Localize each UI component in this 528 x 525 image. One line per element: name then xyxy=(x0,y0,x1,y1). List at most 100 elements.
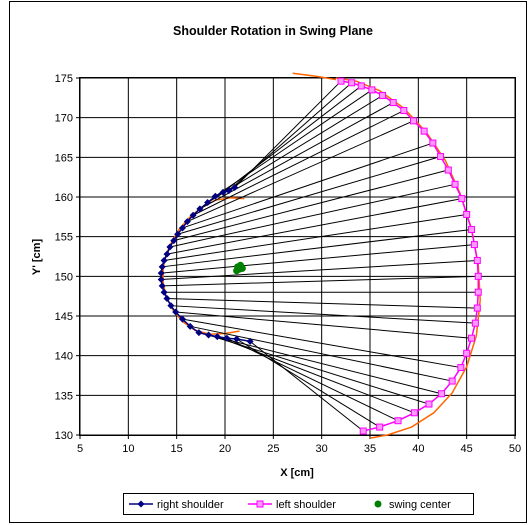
legend-box xyxy=(123,493,474,515)
right-shoulder-point xyxy=(189,211,197,219)
connector-line xyxy=(187,120,414,223)
left-shoulder-point xyxy=(337,77,345,85)
x-tick-label: 30 xyxy=(316,443,328,455)
connector-line xyxy=(177,156,441,235)
x-tick-label: 50 xyxy=(509,443,521,455)
y-tick-label: 175 xyxy=(55,73,73,85)
right-shoulder-point xyxy=(231,183,239,191)
plot-area xyxy=(79,77,516,436)
connector-line xyxy=(166,198,462,255)
left-shoulder-point xyxy=(394,417,402,425)
left-shoulder-point xyxy=(470,241,478,249)
y-tick-label: 165 xyxy=(55,152,73,164)
right-shoulder-point xyxy=(157,276,165,284)
left-shoulder-point xyxy=(468,226,475,234)
left-shoulder-point xyxy=(474,288,482,296)
connector-line xyxy=(215,89,373,197)
connector-line xyxy=(207,95,383,203)
connector-line xyxy=(199,102,394,210)
y-axis-label: Y' [cm] xyxy=(31,239,43,276)
left-shoulder-point xyxy=(471,319,479,327)
left-shoulder-point xyxy=(437,153,445,161)
x-tick-label: 10 xyxy=(122,443,134,455)
y-tick-label: 135 xyxy=(55,390,73,402)
right-shoulder-point xyxy=(223,334,231,342)
left-shoulder-point xyxy=(438,390,446,398)
connector-line xyxy=(164,213,467,261)
connector-line xyxy=(192,110,405,216)
right-shoulder-point xyxy=(158,263,166,271)
left-shoulder-point xyxy=(444,166,452,174)
connector-line xyxy=(170,305,476,324)
y-tick-label: 140 xyxy=(55,351,73,363)
x-tick-label: 25 xyxy=(267,443,279,455)
left-shoulder-point xyxy=(425,400,433,408)
legend-marker-right-shoulder xyxy=(137,500,145,508)
right-shoulder-point xyxy=(186,322,194,330)
right-shoulder-point xyxy=(172,308,180,316)
right-shoulder-point xyxy=(170,237,178,245)
left-shoulder-point xyxy=(468,334,475,342)
legend: right shoulder left shoulder swing cente… xyxy=(123,493,474,515)
right-shoulder-point xyxy=(158,282,166,290)
x-tick-label: 40 xyxy=(412,443,424,455)
series-swing-center xyxy=(233,261,246,275)
connector-line xyxy=(162,229,472,268)
right-shoulder-point xyxy=(157,269,165,277)
y-tick-label: 155 xyxy=(55,232,73,244)
y-tick-label: 150 xyxy=(55,271,73,283)
x-tick-label: 15 xyxy=(171,443,183,455)
right-shoulder-point xyxy=(167,302,175,310)
left-shoulder-point xyxy=(473,304,481,312)
right-shoulder-point xyxy=(233,335,241,343)
right-shoulder-point xyxy=(163,250,171,258)
connector-line xyxy=(161,259,478,281)
legend-marker-left-shoulder xyxy=(256,500,264,508)
connector-line xyxy=(236,338,380,428)
right-shoulder-point xyxy=(246,337,254,345)
left-shoulder-point xyxy=(429,139,437,147)
left-shoulder-point xyxy=(368,86,376,94)
left-shoulder-point xyxy=(400,107,408,115)
right-shoulder-point xyxy=(196,205,204,213)
swing-center-point xyxy=(236,261,244,269)
right-shoulder-point xyxy=(178,315,186,323)
connector-line xyxy=(226,337,399,422)
y-tick-label: 160 xyxy=(55,192,73,204)
left-shoulder-point xyxy=(458,195,466,203)
left-shoulder-point xyxy=(389,99,397,107)
connector-line xyxy=(182,318,461,369)
x-tick-labels: 5 10 15 20 25 30 35 40 45 50 xyxy=(77,443,521,455)
left-shoulder-point xyxy=(463,210,471,218)
x-tick-label: 5 xyxy=(77,443,83,455)
chart-title: Shoulder Rotation in Swing Plane xyxy=(173,24,373,38)
left-shoulder-point xyxy=(457,364,465,372)
right-shoulder-point xyxy=(160,288,168,296)
series-right-shoulder xyxy=(157,183,254,345)
left-shoulder-point xyxy=(474,272,482,280)
x-axis-label: X [cm] xyxy=(280,467,314,479)
left-shoulder-point xyxy=(448,377,456,385)
left-shoulder-point xyxy=(420,127,428,135)
right-shoulder-point xyxy=(225,187,233,195)
y-tick-label: 170 xyxy=(55,113,73,125)
right-shoulder-point xyxy=(213,333,221,341)
left-shoulder-point xyxy=(359,427,367,435)
right-shoulder-point xyxy=(163,295,171,303)
connector-line xyxy=(166,298,478,309)
left-shoulder-point xyxy=(348,79,356,87)
right-shoulder-point xyxy=(174,230,182,238)
left-shoulder-point xyxy=(463,349,471,357)
x-tick-label: 35 xyxy=(364,443,376,455)
connector-line xyxy=(249,340,364,432)
right-shoulder-point xyxy=(166,243,174,251)
legend-label-right-shoulder: right shoulder xyxy=(157,499,224,511)
left-shoulder-point xyxy=(376,423,384,431)
x-tick-label: 20 xyxy=(219,443,231,455)
left-shoulder-point xyxy=(410,409,418,417)
y-tick-label: 145 xyxy=(55,311,73,323)
right-shoulder-point xyxy=(204,199,212,207)
connector-line xyxy=(222,85,362,193)
connector-line xyxy=(198,332,442,395)
right-shoulder-point xyxy=(219,188,227,196)
